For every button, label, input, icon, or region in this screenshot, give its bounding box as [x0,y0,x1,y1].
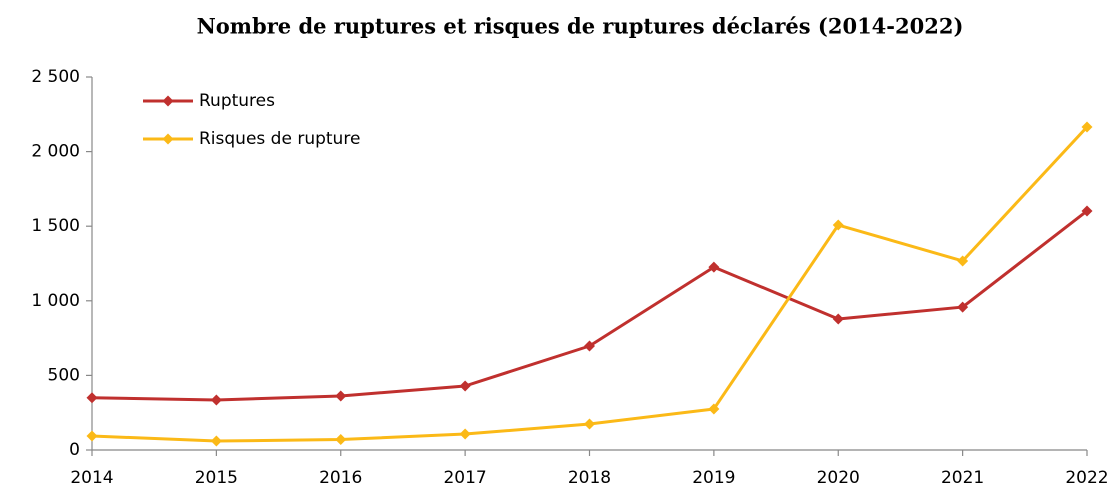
point-marker [708,403,720,415]
y-tick-label: 2 000 [31,142,80,162]
point-marker [1081,121,1093,133]
series-line [91,125,1089,443]
x-tick-label: 2015 [195,468,238,488]
x-tick-label: 2018 [568,468,611,488]
y-tick-label: 0 [69,440,80,460]
y-tick-label: 2 500 [31,67,80,87]
x-tick-label: 2021 [941,468,984,488]
y-tick-label: 1 500 [31,216,80,236]
point-marker [584,340,595,352]
x-tick-label: 2017 [443,468,486,488]
legend-marker [162,133,174,145]
point-marker [1081,205,1093,217]
legend-label: Risques de rupture [199,129,360,149]
x-tick-label: 2019 [692,468,735,488]
point-marker [459,380,471,392]
point-marker [210,394,222,406]
point-marker [832,219,844,231]
series-line [91,209,1088,402]
legend-marker [162,95,174,107]
point-marker [210,435,222,447]
point-marker [86,392,98,404]
point-marker [86,430,98,442]
x-tick-label: 2020 [817,468,860,488]
point-marker [957,301,969,313]
x-tick-label: 2014 [70,468,113,488]
point-marker [335,390,347,402]
x-tick-label: 2016 [319,468,362,488]
point-marker [957,255,969,267]
point-marker [459,428,471,440]
chart-title: Nombre de ruptures et risques de rupture… [197,14,964,39]
x-tick-label: 2022 [1065,468,1108,488]
point-marker [584,418,595,430]
y-tick-label: 1 000 [31,291,80,311]
y-tick-label: 500 [48,365,80,385]
point-marker [832,313,844,325]
point-marker [708,261,720,273]
legend-label: Ruptures [199,91,275,111]
point-marker [335,434,347,446]
